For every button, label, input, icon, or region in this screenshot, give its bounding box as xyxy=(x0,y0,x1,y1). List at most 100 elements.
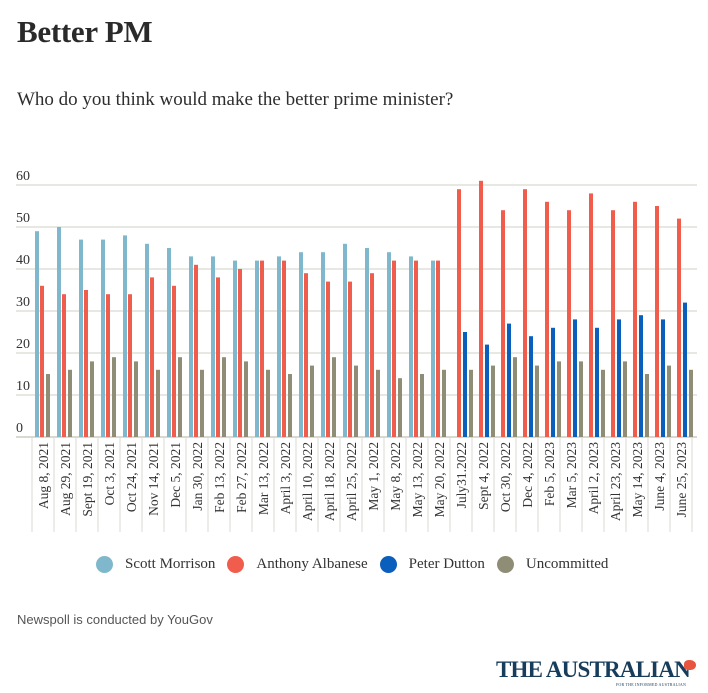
x-tick-label: Feb 5, 2023 xyxy=(542,442,557,506)
bar-albanese xyxy=(106,294,110,437)
bar-dutton xyxy=(639,315,643,437)
x-tick-label: June 25, 2023 xyxy=(674,442,689,518)
bar-morrison xyxy=(299,252,303,437)
bar-albanese xyxy=(523,189,527,437)
bar-albanese xyxy=(633,201,637,437)
bar-uncommitted xyxy=(442,369,446,437)
australia-map-icon xyxy=(684,660,696,670)
x-tick-label: May 14, 2023 xyxy=(630,442,645,518)
bar-albanese xyxy=(677,218,681,437)
x-tick-label: Jan 30, 2022 xyxy=(190,442,205,511)
bar-uncommitted xyxy=(332,357,336,437)
bar-morrison xyxy=(321,252,325,437)
x-tick-label: Sept 4, 2022 xyxy=(476,442,491,510)
bar-uncommitted xyxy=(557,361,561,437)
bar-uncommitted xyxy=(513,357,517,437)
bar-albanese xyxy=(436,260,440,437)
bar-morrison xyxy=(123,235,127,437)
bar-morrison xyxy=(145,243,149,437)
bar-albanese xyxy=(348,281,352,437)
legend-swatch-morrison xyxy=(96,556,113,573)
bar-dutton xyxy=(683,302,687,437)
bar-uncommitted xyxy=(469,369,473,437)
bar-morrison xyxy=(233,260,237,437)
x-tick-label: June 4, 2023 xyxy=(652,442,667,511)
bar-albanese xyxy=(567,210,571,437)
y-tick-label: 0 xyxy=(16,421,23,436)
legend-item-uncommitted[interactable]: Uncommitted xyxy=(496,556,609,573)
x-tick-label: May 13, 2022 xyxy=(410,442,425,517)
legend: Scott Morrison Anthony Albanese Peter Du… xyxy=(96,556,620,573)
chart-subtitle: Who do you think would make the better p… xyxy=(17,89,454,110)
x-tick-label: April 3, 2022 xyxy=(278,442,293,514)
bar-uncommitted xyxy=(579,361,583,437)
x-axis: Aug 8, 2021 Aug 29, 2021 Sept 19, 2021 Oct … xyxy=(31,438,693,532)
bar-albanese xyxy=(128,294,132,437)
bar-morrison xyxy=(255,260,259,437)
bar-uncommitted xyxy=(112,357,116,437)
bar-uncommitted xyxy=(310,365,314,437)
bar-uncommitted xyxy=(689,369,693,437)
bar-morrison xyxy=(35,231,39,437)
bar-morrison xyxy=(101,239,105,437)
bar-morrison xyxy=(409,256,413,437)
bar-albanese xyxy=(589,193,593,437)
bar-albanese xyxy=(282,260,286,437)
legend-label: Uncommitted xyxy=(525,556,609,572)
x-tick-label: Nov 14, 2021 xyxy=(146,442,161,516)
x-tick-label: Dec 5, 2021 xyxy=(168,442,183,508)
legend-label: Scott Morrison xyxy=(125,556,216,572)
bar-morrison xyxy=(79,239,83,437)
bar-uncommitted xyxy=(90,361,94,437)
bar-uncommitted xyxy=(244,361,248,437)
bar-morrison xyxy=(167,248,171,437)
bar-morrison xyxy=(189,256,193,437)
chart-title: Better PM xyxy=(17,14,153,49)
bar-uncommitted xyxy=(134,361,138,437)
bar-albanese xyxy=(150,277,154,437)
x-tick-label: Oct 30, 2022 xyxy=(498,442,513,512)
x-tick-label: Feb 27, 2022 xyxy=(234,442,249,513)
x-tick-label: Oct 3, 2021 xyxy=(102,442,117,505)
x-tick-label: Dec 4, 2022 xyxy=(520,442,535,508)
y-tick-label: 50 xyxy=(16,211,30,226)
x-tick-label: April 25, 2022 xyxy=(344,442,359,521)
x-tick-label: Aug 8, 2021 xyxy=(36,442,51,509)
y-tick-label: 20 xyxy=(16,337,30,352)
legend-item-albanese[interactable]: Anthony Albanese xyxy=(227,556,368,573)
bar-uncommitted xyxy=(376,369,380,437)
bar-albanese xyxy=(457,189,461,437)
bar-dutton xyxy=(661,319,665,437)
bar-albanese xyxy=(304,273,308,437)
x-tick-label: April 18, 2022 xyxy=(322,442,337,521)
bar-albanese xyxy=(40,285,44,437)
bar-albanese xyxy=(545,201,549,437)
legend-item-dutton[interactable]: Peter Dutton xyxy=(379,556,485,573)
bar-morrison xyxy=(57,227,61,437)
legend-item-morrison[interactable]: Scott Morrison xyxy=(96,556,215,573)
bar-uncommitted xyxy=(222,357,226,437)
x-tick-label: May 8, 2022 xyxy=(388,442,403,511)
bar-uncommitted xyxy=(288,374,292,437)
bar-dutton xyxy=(595,327,599,437)
y-axis-ticks: 0 10 20 30 40 50 60 xyxy=(16,169,30,436)
bar-morrison xyxy=(277,256,281,437)
bar-uncommitted xyxy=(200,369,204,437)
bar-albanese xyxy=(216,277,220,437)
brand-logo[interactable]: THE AUSTRALIAN xyxy=(496,657,691,682)
legend-label: Peter Dutton xyxy=(408,556,485,572)
bar-chart: 0 10 20 30 40 50 60 Aug 8, 2021 Aug 29, 2021 Sep… xyxy=(16,169,697,532)
bar-albanese xyxy=(172,285,176,437)
bar-dutton xyxy=(463,332,467,437)
bar-uncommitted xyxy=(623,361,627,437)
x-tick-label: Mar 13, 2022 xyxy=(256,442,271,515)
legend-swatch-dutton xyxy=(379,556,397,573)
bar-dutton xyxy=(573,319,577,437)
x-tick-label: Sept 19, 2021 xyxy=(80,442,95,517)
bar-uncommitted xyxy=(420,374,424,437)
x-tick-label: April 10, 2022 xyxy=(300,442,315,521)
bar-albanese xyxy=(370,273,374,437)
x-tick-label: Mar 5, 2023 xyxy=(564,442,579,509)
bar-morrison xyxy=(387,252,391,437)
bar-albanese xyxy=(392,260,396,437)
